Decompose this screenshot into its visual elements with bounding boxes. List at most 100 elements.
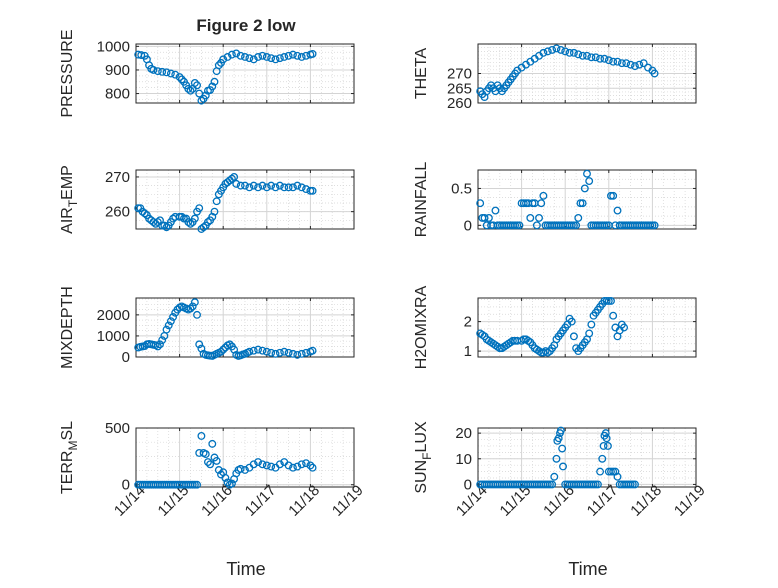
data-point <box>162 325 171 334</box>
data-point <box>197 431 206 440</box>
data-point <box>164 321 173 330</box>
data-point <box>258 460 267 469</box>
data-point <box>639 59 648 68</box>
y-tick-label: 260 <box>105 204 130 221</box>
data-point <box>476 199 485 208</box>
data-point <box>201 91 210 100</box>
x-tick-label: 11/18 <box>285 482 323 520</box>
data-point <box>554 434 563 443</box>
data-point <box>613 472 622 481</box>
data-point <box>219 55 228 64</box>
subplot-7: 11/14 11/15 11/16 11/17 11/18 11/190500TERRMS… <box>59 420 367 520</box>
data-point <box>480 213 489 222</box>
data-point <box>578 199 587 208</box>
data-point <box>258 346 267 355</box>
data-point <box>225 340 234 349</box>
data-point <box>609 311 618 320</box>
y-tick-label: 1000 <box>97 38 130 55</box>
data-point <box>599 442 608 450</box>
data-point <box>230 172 239 181</box>
data-point <box>262 183 271 192</box>
data-point <box>284 348 293 357</box>
data-point <box>186 86 195 95</box>
data-point <box>289 463 297 472</box>
data-point <box>609 467 618 476</box>
data-point <box>188 302 197 311</box>
x-tick-label: 11/19 <box>329 482 367 520</box>
data-point <box>604 297 613 305</box>
subplot-5: 0 1000 2000 MIXDEPTH <box>59 286 355 369</box>
data-point <box>528 199 537 208</box>
x-tick-label: 11/19 <box>671 482 709 520</box>
data-point <box>171 70 180 79</box>
data-point <box>158 67 167 76</box>
x-axis-label-left: Time <box>226 559 265 579</box>
data-point <box>153 67 162 76</box>
data-point <box>280 183 289 192</box>
data-point <box>569 48 578 57</box>
data-point <box>271 55 280 64</box>
data-point <box>308 346 317 355</box>
data-point <box>596 467 605 476</box>
data-point <box>162 68 171 77</box>
data-point <box>190 78 199 87</box>
data-point <box>583 169 591 178</box>
data-point <box>275 348 284 357</box>
data-point <box>567 317 576 326</box>
y-tick-label: 2000 <box>97 307 130 324</box>
data-point <box>195 340 204 349</box>
data-point <box>221 473 230 482</box>
data-point <box>245 183 254 192</box>
y-tick-label: 0.5 <box>451 180 472 197</box>
data-point <box>249 181 258 190</box>
data-point <box>267 181 276 190</box>
data-point <box>297 53 306 61</box>
data-point <box>184 84 193 93</box>
data-point <box>535 213 543 222</box>
y-axis-label: THETA <box>413 48 430 100</box>
data-point <box>607 191 615 200</box>
data-point <box>289 50 297 59</box>
data-point <box>511 221 520 230</box>
data-point <box>484 213 493 222</box>
data-point <box>306 461 315 470</box>
data-point <box>519 335 528 344</box>
y-axis-label: MIXDEPTH <box>59 286 76 369</box>
data-point <box>280 347 289 356</box>
data-point <box>275 54 284 63</box>
data-point <box>526 213 535 222</box>
data-point <box>583 51 591 60</box>
data-point <box>254 458 263 466</box>
data-point <box>227 479 236 488</box>
data-point <box>149 66 158 74</box>
data-point <box>245 347 254 356</box>
data-point <box>177 75 186 84</box>
data-point <box>206 460 215 469</box>
subplot-3: 260 270 AIRTEMP <box>59 165 355 234</box>
data-point <box>626 60 635 69</box>
data-point <box>302 51 310 60</box>
data-point <box>190 298 199 307</box>
data-point <box>561 47 570 56</box>
data-point <box>169 313 178 321</box>
data-point <box>284 51 293 60</box>
data-point <box>543 480 552 489</box>
data-point <box>556 45 565 54</box>
data-point <box>241 466 249 474</box>
data-point <box>199 223 208 232</box>
data-point <box>578 51 587 60</box>
data-point <box>289 183 297 192</box>
data-point <box>249 460 258 469</box>
data-point <box>280 53 289 61</box>
data-point <box>140 209 149 218</box>
data-point <box>275 181 284 190</box>
y-tick-label: 270 <box>447 66 472 83</box>
data-point <box>631 480 639 489</box>
data-point <box>609 191 618 200</box>
data-point <box>186 304 195 313</box>
data-point <box>593 480 602 489</box>
axes-box <box>477 297 697 358</box>
